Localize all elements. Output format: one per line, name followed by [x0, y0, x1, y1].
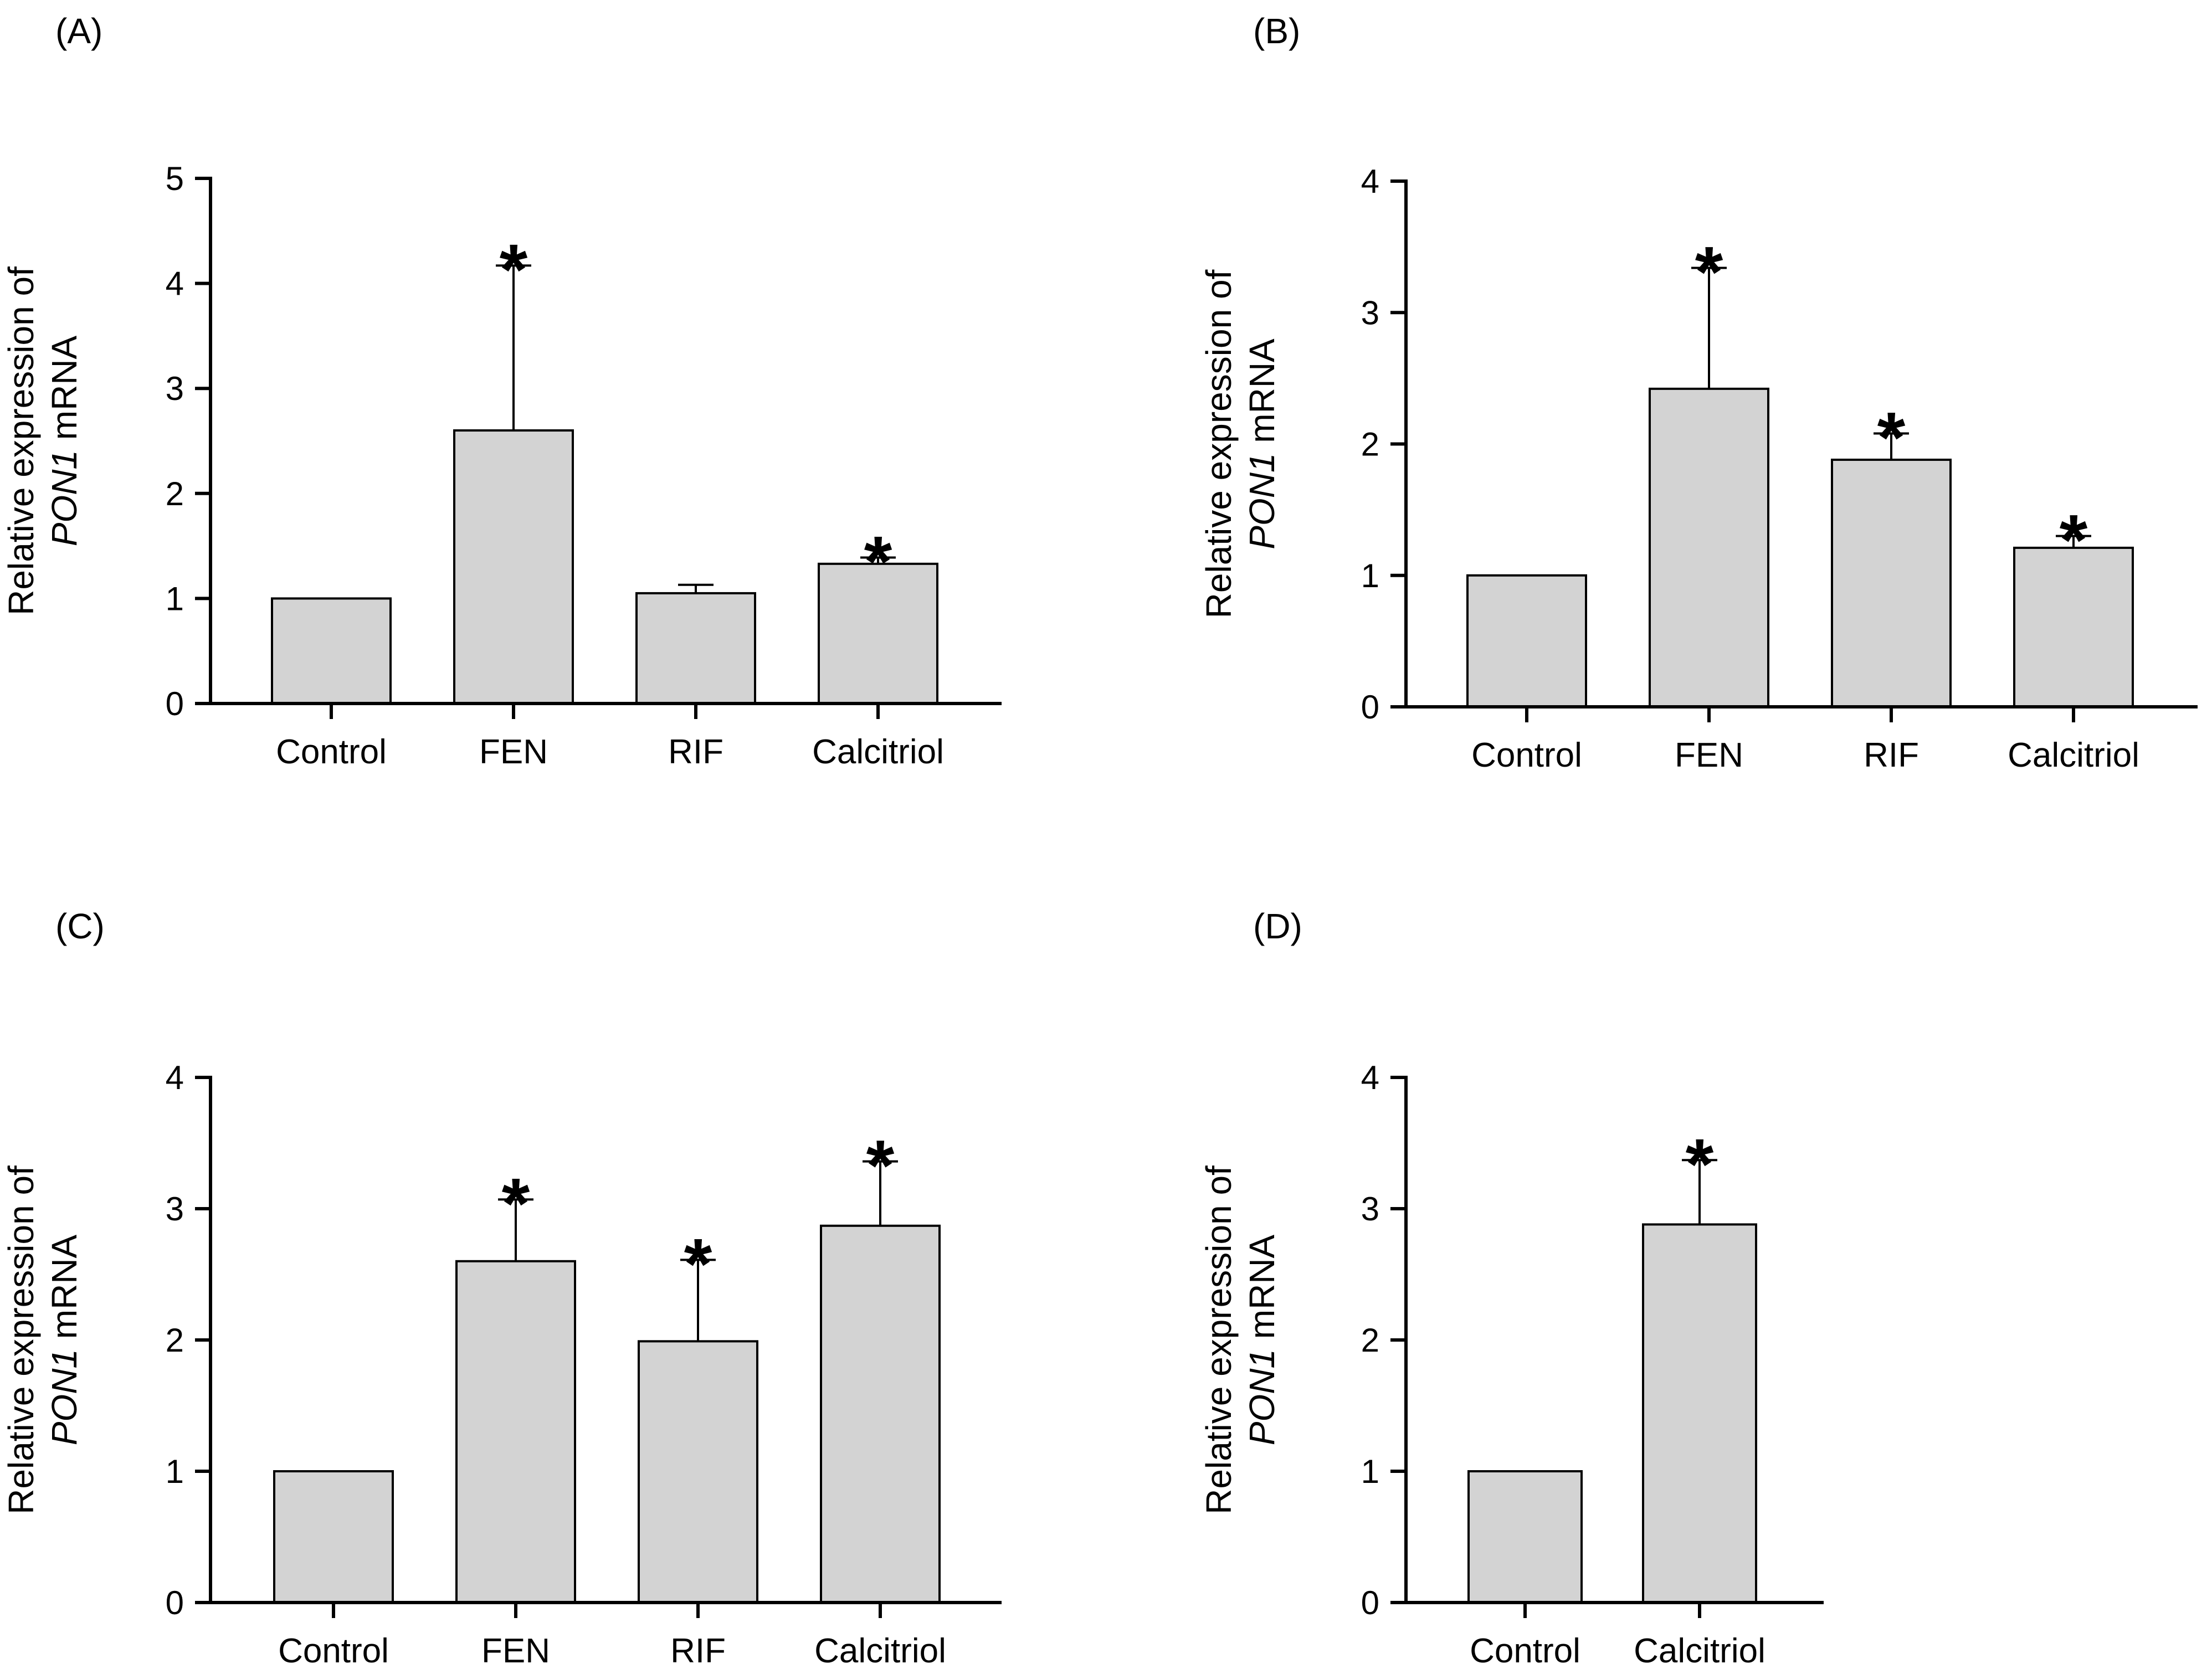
significance-marker: *: [1686, 1123, 1714, 1204]
y-axis-title-suffix: mRNA: [1242, 338, 1282, 453]
y-axis-title-line1: Relative expression of: [1, 1165, 41, 1514]
y-tick-label: 4: [166, 1059, 184, 1096]
y-axis-title-line1: Relative expression of: [1199, 1165, 1239, 1514]
y-axis-title-gene: PON1: [1242, 453, 1282, 549]
y-axis-title: Relative expression ofPON1 mRNA: [1199, 1165, 1282, 1514]
y-tick-label: 3: [166, 1190, 184, 1228]
y-tick-label: 1: [166, 1453, 184, 1490]
y-axis-title-gene: PON1: [1242, 1349, 1282, 1445]
bar: [455, 1260, 576, 1604]
y-axis-title-gene: PON1: [44, 1349, 84, 1445]
category-label: Calcitriol: [814, 1632, 946, 1670]
bar: [1467, 1470, 1583, 1604]
panel-label: (B): [1253, 11, 1300, 51]
category-label: FEN: [479, 733, 548, 771]
y-tick-label: 2: [166, 1322, 184, 1359]
y-tick-label: 0: [166, 1584, 184, 1621]
y-axis-title-line2: PON1 mRNA: [1242, 338, 1282, 550]
bar: [1466, 574, 1587, 708]
chart-panel-a: (A) Relative expression ofPON1 mRNA Contro…: [1, 11, 1002, 771]
category-label: Calcitriol: [812, 733, 944, 771]
significance-marker: *: [502, 1163, 530, 1244]
y-tick-label: 0: [1361, 1584, 1379, 1621]
y-tick-label: 4: [166, 265, 184, 302]
y-axis-title-suffix: mRNA: [44, 1234, 84, 1349]
bar: [1649, 387, 1769, 708]
panel-label: (A): [55, 11, 102, 51]
y-axis-title-suffix: mRNA: [1242, 1234, 1282, 1349]
y-axis-title: Relative expression ofPON1 mRNA: [1, 266, 84, 615]
y-tick-label: 1: [1361, 1453, 1379, 1490]
y-tick-label: 3: [1361, 1190, 1379, 1228]
bar: [273, 1470, 394, 1604]
chart-panel-c: (C) Relative expression ofPON1 mRNA Contro…: [1, 906, 1002, 1670]
category-label: RIF: [1864, 736, 1919, 774]
bar: [635, 592, 756, 705]
y-tick-label: 2: [166, 475, 184, 512]
category-label: RIF: [668, 733, 723, 771]
bar: [271, 597, 392, 705]
y-axis-title-line2: PON1 mRNA: [1242, 1234, 1282, 1445]
significance-marker: *: [866, 1125, 895, 1206]
y-tick-label: 2: [1361, 426, 1379, 463]
y-tick-label: 4: [1361, 1059, 1379, 1096]
category-label: Calcitriol: [2008, 736, 2139, 774]
category-label: Control: [278, 1632, 389, 1670]
y-tick-label: 2: [1361, 1322, 1379, 1359]
panel-label: (D): [1253, 906, 1302, 946]
significance-marker: *: [1695, 232, 1723, 312]
chart-panel-d: (D) Relative expression ofPON1 mRNA Contro…: [1199, 906, 1824, 1670]
bar: [820, 1224, 941, 1604]
bar: [1831, 458, 1952, 708]
y-tick-label: 1: [166, 580, 184, 617]
y-tick-label: 0: [166, 685, 184, 722]
category-label: RIF: [670, 1632, 726, 1670]
y-axis-title-line2: PON1 mRNA: [44, 1234, 84, 1445]
y-tick-label: 3: [166, 370, 184, 407]
y-axis-title-gene: PON1: [44, 450, 84, 546]
significance-marker: *: [500, 229, 528, 310]
significance-marker: *: [1877, 397, 1906, 478]
chart-panel-b: (B) Relative expression ofPON1 mRNA Contro…: [1199, 11, 2198, 774]
y-axis-title: Relative expression ofPON1 mRNA: [1199, 269, 1282, 618]
y-axis-title: Relative expression ofPON1 mRNA: [1, 1165, 84, 1514]
significance-marker: *: [684, 1223, 712, 1304]
bar: [1642, 1223, 1757, 1604]
y-axis-title-line1: Relative expression of: [1199, 269, 1239, 618]
y-axis-title-line2: PON1 mRNA: [44, 335, 84, 546]
panel-label: (C): [55, 906, 105, 946]
category-label: Calcitriol: [1634, 1632, 1766, 1670]
category-label: Control: [1470, 1632, 1580, 1670]
y-tick-label: 4: [1361, 163, 1379, 200]
category-label: FEN: [1675, 736, 1743, 774]
category-label: Control: [276, 733, 387, 771]
category-label: Control: [1471, 736, 1582, 774]
category-label: FEN: [481, 1632, 550, 1670]
bar: [453, 429, 574, 705]
significance-marker: *: [864, 521, 892, 602]
bar: [638, 1340, 758, 1604]
y-tick-label: 0: [1361, 689, 1379, 726]
y-tick-label: 3: [1361, 294, 1379, 331]
significance-marker: *: [2060, 500, 2088, 581]
y-tick-label: 5: [166, 160, 184, 197]
y-axis-title-line1: Relative expression of: [1, 266, 41, 615]
y-axis-title-suffix: mRNA: [44, 335, 84, 450]
y-tick-label: 1: [1361, 557, 1379, 594]
